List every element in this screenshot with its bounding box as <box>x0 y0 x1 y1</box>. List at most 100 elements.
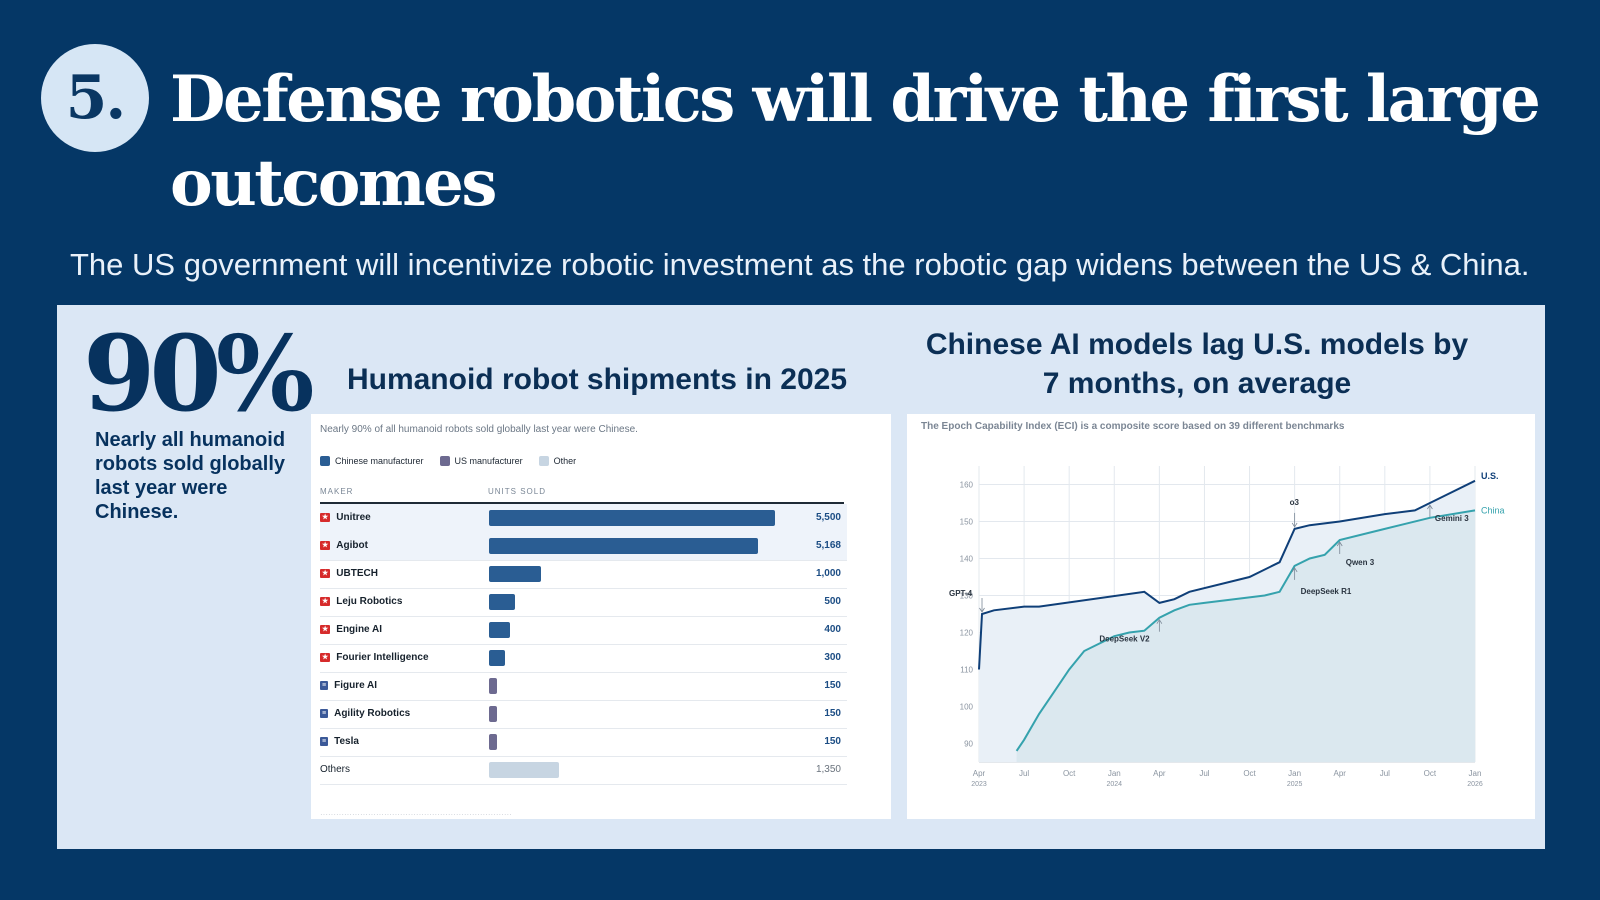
y-tick-label: 120 <box>960 629 974 638</box>
eci-chart-card: The Epoch Capability Index (ECI) is a co… <box>907 414 1535 819</box>
slide-number: 5. <box>65 63 127 133</box>
row-bar <box>489 650 505 666</box>
y-tick-label: 100 <box>960 703 974 712</box>
x-tick-year: 2025 <box>1287 781 1303 788</box>
row-maker: Others <box>320 764 350 775</box>
legend-other-swatch <box>538 456 549 466</box>
row-units: 1,350 <box>815 764 841 775</box>
eci-heading: Chinese AI models lag U.S. models by 7 m… <box>925 328 1469 400</box>
table-row: ≡ Figure AI 150 <box>320 672 847 701</box>
row-units: 150 <box>824 680 841 691</box>
row-maker-name: Unitree <box>336 512 371 523</box>
row-maker-name: Tesla <box>334 736 359 747</box>
china-flag-icon: ★ <box>320 653 331 662</box>
legend-chinese: Chinese manufacturer <box>320 456 424 466</box>
row-maker: ★ Leju Robotics <box>320 596 402 607</box>
row-bar <box>489 538 758 554</box>
row-bar <box>489 510 775 526</box>
row-bar <box>489 566 541 582</box>
row-maker: ★ Agibot <box>320 540 368 551</box>
row-maker-name: Agibot <box>336 540 368 551</box>
row-maker: ★ Fourier Intelligence <box>320 652 429 663</box>
table-row: ★ Engine AI 400 <box>320 616 847 645</box>
x-tick-label: Apr <box>973 769 986 778</box>
annotation-label: DeepSeek V2 <box>1099 635 1150 644</box>
content-panel: 90% Nearly all humanoid robots sold glob… <box>57 305 1545 849</box>
eci-line-chart: 90 100 110 120 130 140 150 160 Apr 2023 Jul Oct Jan 2… <box>949 466 1505 788</box>
y-tick-label: 140 <box>960 555 974 564</box>
annotation-arrowhead <box>1427 504 1433 510</box>
x-tick-label: Apr <box>1153 769 1166 778</box>
x-tick-year: 2023 <box>971 781 987 788</box>
annotation-label: GPT-4 <box>949 589 973 598</box>
row-units: 5,168 <box>815 540 841 551</box>
column-units-sold: UNITS SOLD <box>488 487 547 496</box>
y-tick-label: 130 <box>960 592 974 601</box>
us-flag-icon: ≡ <box>320 737 329 746</box>
row-maker: ★ Unitree <box>320 512 371 523</box>
slide-subtitle: The US government will incentivize robot… <box>70 247 1530 282</box>
china-flag-icon: ★ <box>320 513 331 522</box>
row-maker-name: Engine AI <box>336 624 383 635</box>
row-units: 1,000 <box>815 568 841 579</box>
row-units: 150 <box>824 708 841 719</box>
row-units: 500 <box>824 596 841 607</box>
annotation-arrowhead <box>1291 567 1298 573</box>
annotation-arrowhead <box>1156 618 1163 624</box>
annotation-arrowhead <box>1291 522 1298 528</box>
x-tick-label: Jul <box>1019 769 1029 778</box>
big-stat-caption: Nearly all humanoid robots sold globally… <box>95 429 286 523</box>
row-bar <box>489 622 510 638</box>
row-maker: ★ Engine AI <box>320 624 382 635</box>
eci-note: The Epoch Capability Index (ECI) is a co… <box>921 421 1345 432</box>
x-tick-label: Oct <box>1243 769 1256 778</box>
annotation-arrowhead <box>1336 541 1343 547</box>
slide-title: Defense robotics will drive the first la… <box>170 62 1541 221</box>
x-tick-year: 2024 <box>1106 781 1122 788</box>
shipments-legend: Chinese manufacturer US manufacturer Oth… <box>320 456 576 466</box>
y-tick-label: 110 <box>960 666 973 675</box>
table-row: Others 1,350 <box>320 756 847 785</box>
table-row: ★ Leju Robotics 500 <box>320 588 847 617</box>
row-bar <box>489 706 497 722</box>
row-maker: ★ UBTECH <box>320 568 378 579</box>
annotation-label: Gemini 3 <box>1435 514 1469 523</box>
row-units: 150 <box>824 736 841 747</box>
x-tick-label: Jul <box>1380 769 1390 778</box>
row-maker: ≡ Tesla <box>320 736 359 747</box>
row-maker-name: UBTECH <box>336 568 378 579</box>
row-units: 5,500 <box>815 512 841 523</box>
x-tick-label: Jul <box>1199 769 1209 778</box>
row-bar <box>489 678 497 694</box>
y-tick-label: 150 <box>960 518 974 527</box>
slide-number-badge: 5. <box>41 44 149 152</box>
row-maker-name: Others <box>320 764 351 775</box>
china-flag-icon: ★ <box>320 541 331 550</box>
annotation-label: DeepSeek R1 <box>1301 587 1352 596</box>
table-row: ★ Unitree 5,500 <box>320 504 847 533</box>
row-bar <box>489 734 497 750</box>
x-tick-label: Oct <box>1424 769 1437 778</box>
us-series-label: U.S. <box>1481 471 1499 481</box>
row-bar <box>489 594 515 610</box>
row-maker-name: Fourier Intelligence <box>336 652 429 663</box>
table-header: MAKER UNITS SOLD <box>320 487 844 504</box>
x-tick-label: Jan <box>1469 769 1482 778</box>
row-units: 300 <box>824 652 841 663</box>
legend-other: Other <box>538 456 576 466</box>
table-row: ≡ Agility Robotics 150 <box>320 700 847 729</box>
shipments-table-card: Nearly 90% of all humanoid robots sold g… <box>311 414 891 819</box>
row-maker-name: Leju Robotics <box>336 596 403 607</box>
china-series-label: China <box>1481 505 1505 515</box>
row-maker-name: Figure AI <box>334 680 378 691</box>
row-maker: ≡ Figure AI <box>320 680 377 691</box>
x-tick-label: Apr <box>1334 769 1347 778</box>
x-tick-year: 2026 <box>1467 781 1483 788</box>
table-row: ≡ Tesla 150 <box>320 728 847 757</box>
y-tick-label: 160 <box>960 481 974 490</box>
y-tick-label: 90 <box>964 740 973 749</box>
shipments-note: Nearly 90% of all humanoid robots sold g… <box>320 424 638 435</box>
us-flag-icon: ≡ <box>320 709 329 718</box>
shipments-heading: Humanoid robot shipments in 2025 <box>346 363 848 396</box>
big-stat-value: 90% <box>83 312 315 435</box>
